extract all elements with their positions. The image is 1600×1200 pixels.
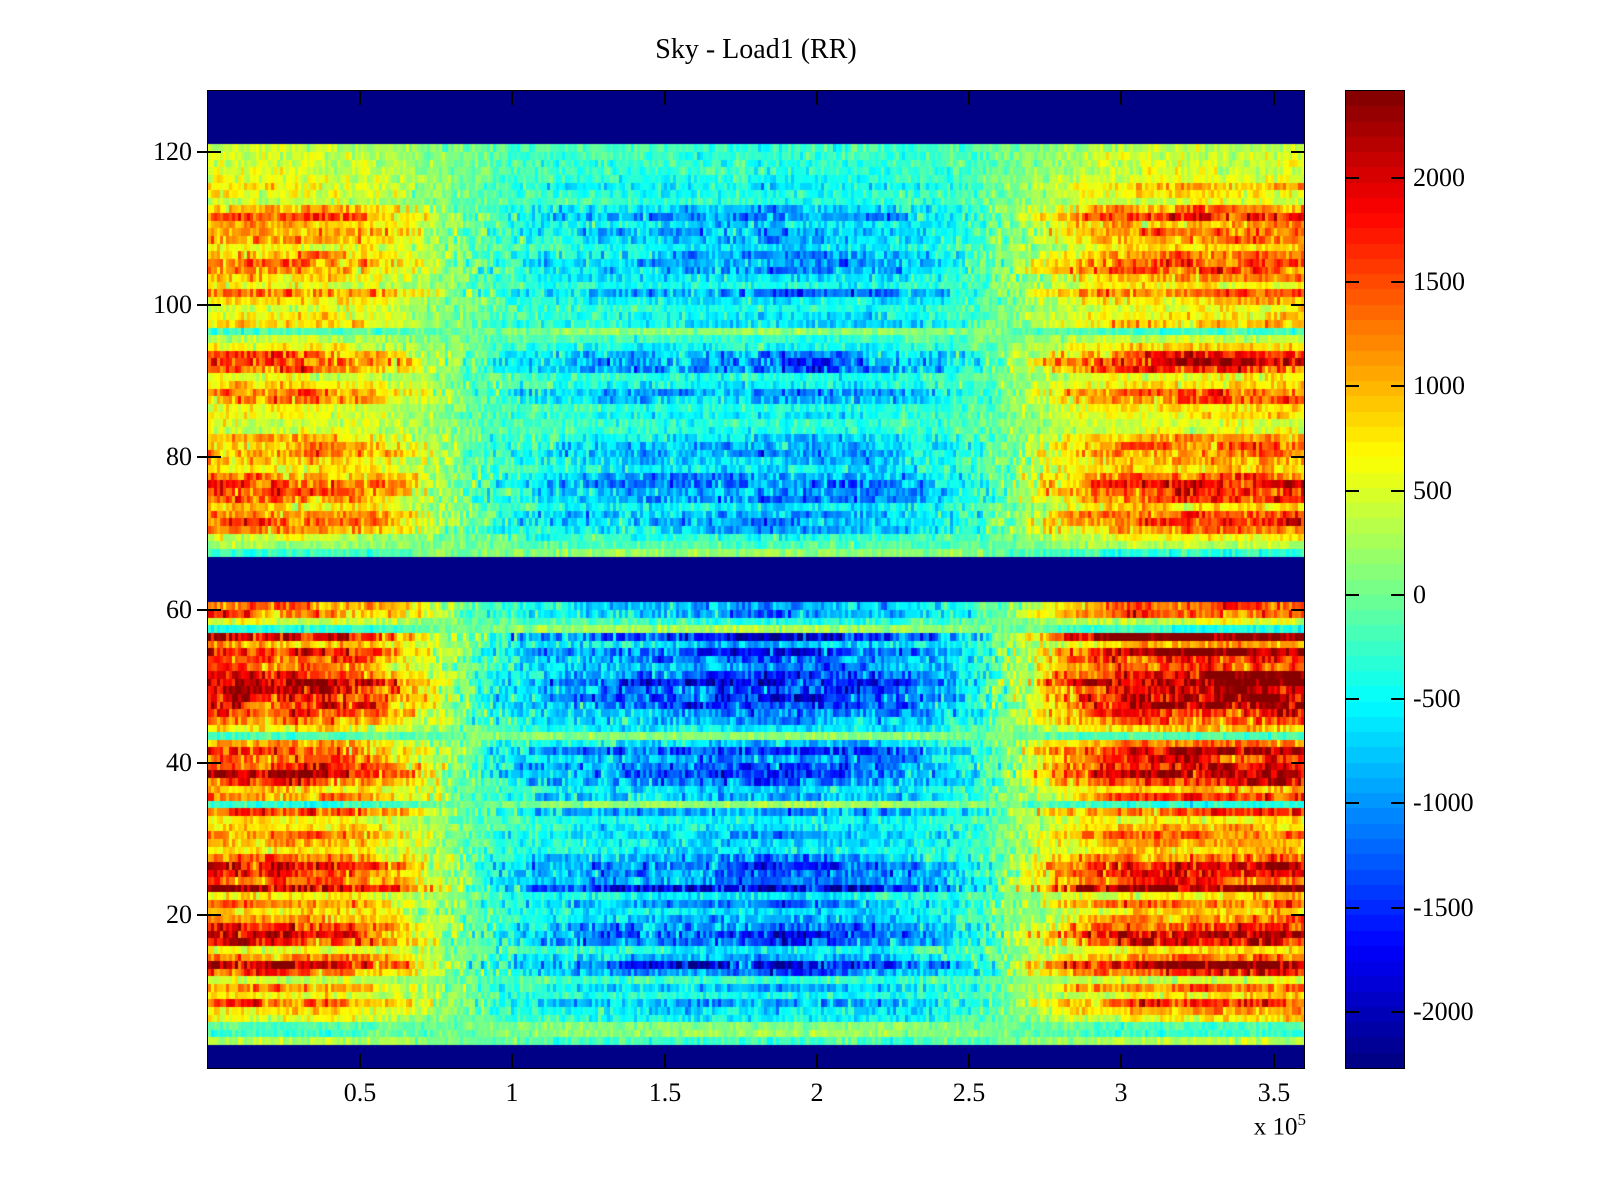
x-tick-label: 0.5 xyxy=(343,1078,377,1107)
colorbar-tick-mark-left xyxy=(1346,594,1359,596)
y-tick-label: 20 xyxy=(166,900,192,929)
x-tick-mark-bottom xyxy=(1120,1054,1122,1068)
colorbar-tick-mark-left xyxy=(1346,698,1359,700)
x-tick-label: 2.5 xyxy=(952,1078,986,1107)
colorbar-tick-mark-left xyxy=(1346,385,1359,387)
colorbar-tick-label: 500 xyxy=(1413,476,1452,505)
colorbar-tick-mark-right xyxy=(1391,490,1404,492)
y-tick-mark-right xyxy=(1291,762,1304,764)
y-tick-mark-left xyxy=(197,304,221,306)
colorbar-tick-mark-right xyxy=(1391,385,1404,387)
y-tick-mark-left xyxy=(197,151,221,153)
colorbar-tick-label: -1500 xyxy=(1413,893,1474,922)
x-tick-label: 2 xyxy=(810,1078,824,1107)
x-exponent-power: 5 xyxy=(1297,1110,1307,1129)
y-tick-mark-left xyxy=(197,609,221,611)
heatmap-canvas xyxy=(208,91,1304,1068)
x-tick-mark-bottom xyxy=(511,1054,513,1068)
y-tick-mark-right xyxy=(1291,609,1304,611)
y-tick-label: 120 xyxy=(153,137,192,166)
colorbar-tick-mark-left xyxy=(1346,907,1359,909)
x-tick-mark-top xyxy=(664,91,666,105)
x-tick-label: 3 xyxy=(1114,1078,1128,1107)
colorbar-tick-mark-right xyxy=(1391,907,1404,909)
y-tick-label: 40 xyxy=(166,748,192,777)
plot-title: Sky - Load1 (RR) xyxy=(655,34,857,65)
x-tick-mark-bottom xyxy=(359,1054,361,1068)
y-tick-mark-right xyxy=(1291,456,1304,458)
colorbar-tick-label: -500 xyxy=(1413,684,1461,713)
y-tick-mark-right xyxy=(1291,151,1304,153)
colorbar-tick-mark-right xyxy=(1391,698,1404,700)
x-tick-mark-top xyxy=(359,91,361,105)
x-tick-mark-top xyxy=(511,91,513,105)
x-tick-mark-top xyxy=(1120,91,1122,105)
y-tick-label: 80 xyxy=(166,442,192,471)
x-tick-mark-top xyxy=(816,91,818,105)
x-exponent-prefix: x 10 xyxy=(1253,1113,1298,1141)
x-tick-mark-top xyxy=(1273,91,1275,105)
x-tick-label: 1.5 xyxy=(648,1078,682,1107)
y-tick-mark-left xyxy=(197,456,221,458)
colorbar-tick-mark-right xyxy=(1391,594,1404,596)
colorbar-tick-label: 1000 xyxy=(1413,371,1465,400)
y-tick-mark-left xyxy=(197,914,221,916)
colorbar-tick-label: 0 xyxy=(1413,580,1426,609)
colorbar-tick-mark-left xyxy=(1346,281,1359,283)
colorbar-tick-mark-left xyxy=(1346,1011,1359,1013)
colorbar-tick-mark-right xyxy=(1391,802,1404,804)
x-axis-exponent-label: x 105 xyxy=(1150,1110,1306,1141)
x-tick-mark-bottom xyxy=(664,1054,666,1068)
colorbar-tick-label: 1500 xyxy=(1413,267,1465,296)
x-tick-label: 3.5 xyxy=(1257,1078,1291,1107)
y-tick-label: 60 xyxy=(166,595,192,624)
y-tick-label: 100 xyxy=(153,290,192,319)
colorbar-tick-mark-left xyxy=(1346,177,1359,179)
colorbar-tick-label: -1000 xyxy=(1413,788,1474,817)
colorbar-tick-mark-left xyxy=(1346,802,1359,804)
y-tick-mark-left xyxy=(197,762,221,764)
x-tick-mark-bottom xyxy=(816,1054,818,1068)
y-tick-mark-right xyxy=(1291,304,1304,306)
x-tick-mark-bottom xyxy=(1273,1054,1275,1068)
colorbar-tick-mark-right xyxy=(1391,177,1404,179)
x-tick-mark-bottom xyxy=(968,1054,970,1068)
x-tick-label: 1 xyxy=(505,1078,519,1107)
x-tick-mark-top xyxy=(968,91,970,105)
colorbar-tick-mark-right xyxy=(1391,281,1404,283)
colorbar-tick-mark-left xyxy=(1346,490,1359,492)
colorbar-tick-mark-right xyxy=(1391,1011,1404,1013)
colorbar-canvas xyxy=(1346,91,1404,1068)
y-tick-mark-right xyxy=(1291,914,1304,916)
colorbar-tick-label: -2000 xyxy=(1413,997,1474,1026)
colorbar-tick-label: 2000 xyxy=(1413,163,1465,192)
